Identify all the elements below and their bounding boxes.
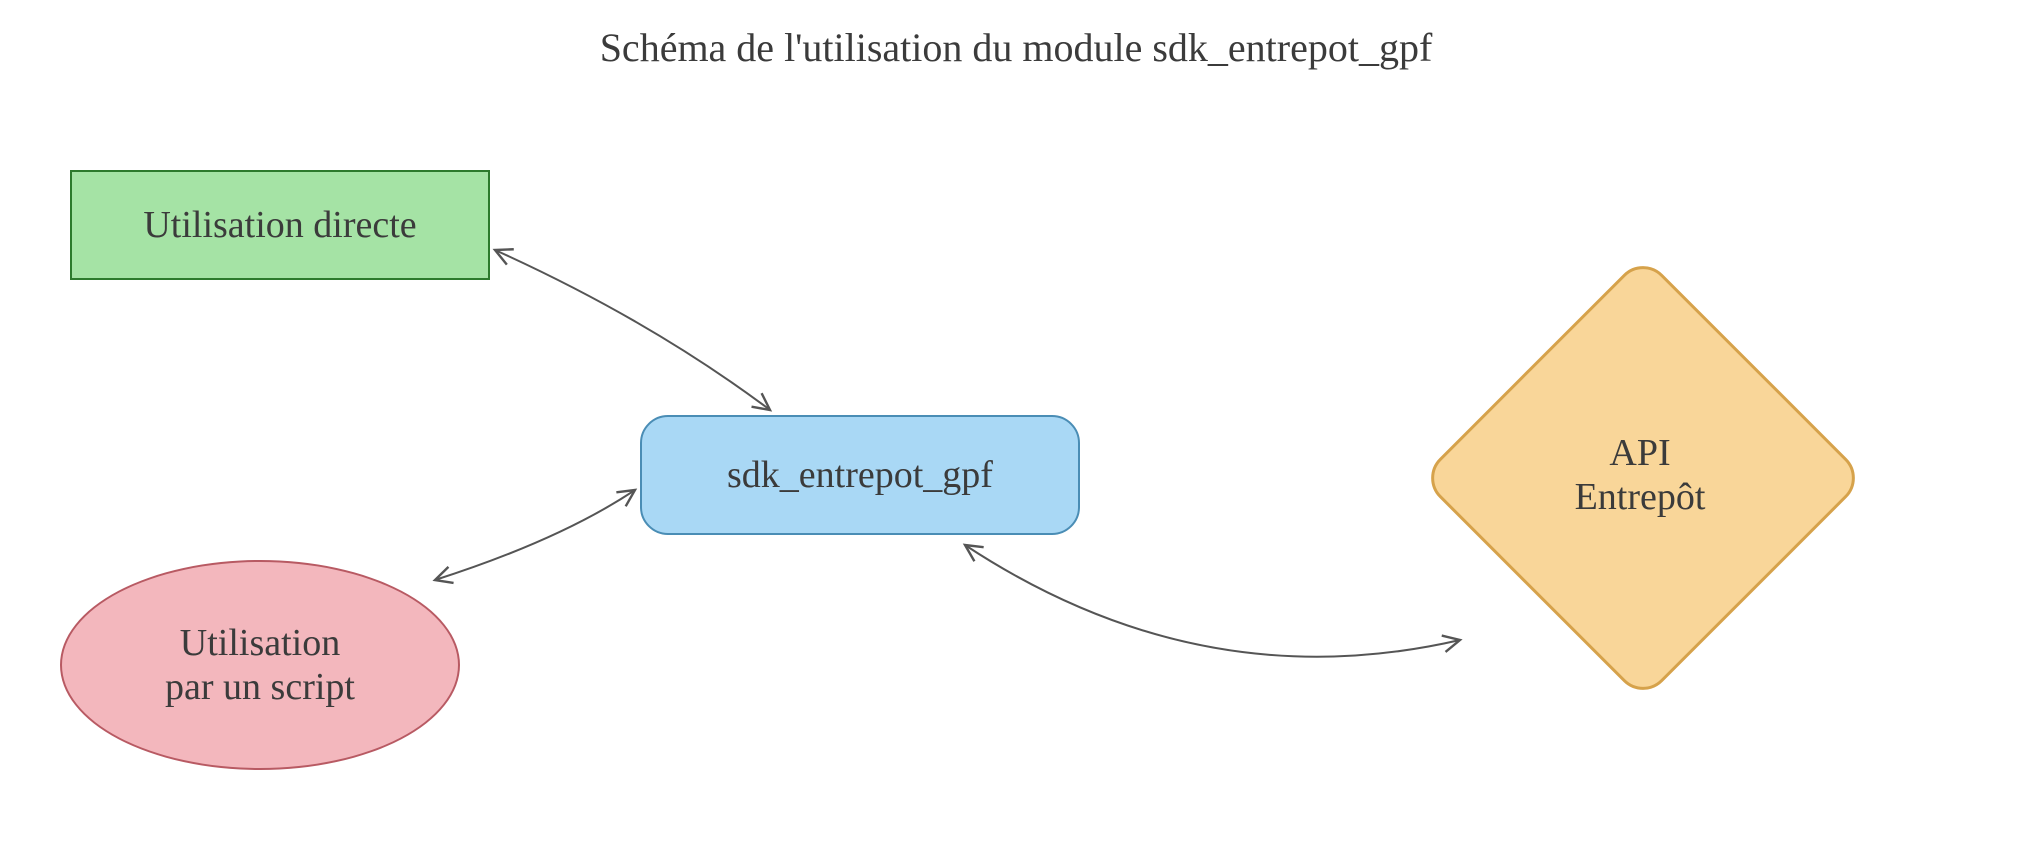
node-api-entrepot: API Entrepôt [1421,256,1859,694]
connector-arrow [435,490,635,580]
node-label: Utilisation par un script [165,621,355,709]
node-label: sdk_entrepot_gpf [727,453,993,497]
node-label: Utilisation directe [143,203,416,247]
connector-arrow [965,545,1460,657]
diagram-canvas: Schéma de l'utilisation du module sdk_en… [0,0,2032,848]
node-sdk-entrepot-gpf: sdk_entrepot_gpf [640,415,1080,535]
node-utilisation-directe: Utilisation directe [70,170,490,280]
node-label-container: API Entrepôt [1421,256,1859,694]
node-label: API Entrepôt [1575,431,1706,519]
connector-arrow [495,250,770,410]
diagram-title: Schéma de l'utilisation du module sdk_en… [0,24,2032,71]
node-utilisation-script: Utilisation par un script [60,560,460,770]
